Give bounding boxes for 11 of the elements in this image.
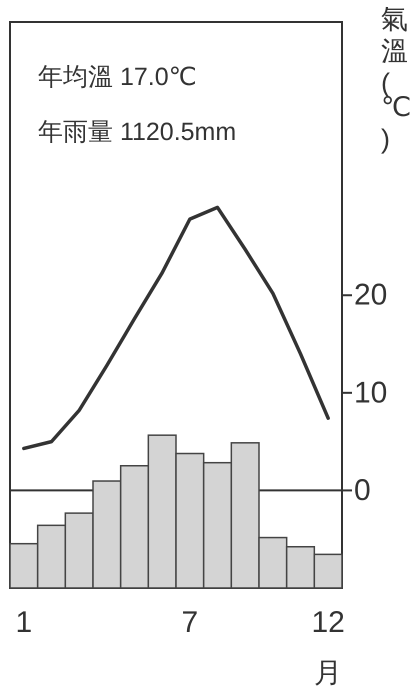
y-tick-label: 0 [354,474,371,507]
annotation: 年雨量 1120.5mm [38,118,236,146]
line-series [22,206,330,450]
y-axis-title: 氣溫(℃) [381,4,412,154]
y-tick-label: 20 [354,278,388,312]
annotation: 年均溫 17.0℃ [38,63,197,91]
y-tick-label: 10 [354,376,388,410]
x-tick-label: 1 [15,606,32,639]
x-axis-title: 月 [314,657,342,688]
x-tick-label: 12 [311,606,345,639]
x-tick-label: 7 [181,606,198,639]
